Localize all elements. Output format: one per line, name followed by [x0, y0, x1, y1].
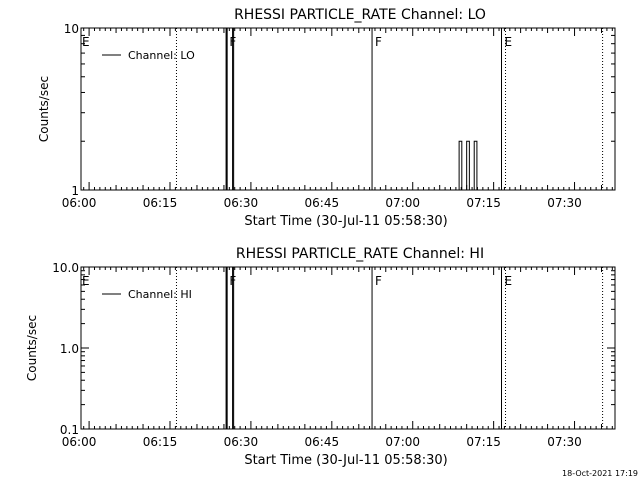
y-axis-label: Counts/sec [37, 76, 51, 142]
series-line [225, 27, 478, 191]
legend-label: Channel: HI [128, 288, 192, 301]
event-marker-label: E [82, 274, 90, 288]
event-marker-label: F [375, 274, 382, 288]
series-line [225, 266, 235, 430]
chart-title: RHESSI PARTICLE_RATE Channel: LO [234, 7, 486, 23]
footer-timestamp: 18-Oct-2021 17:19 [562, 469, 638, 478]
x-tick-label: 06:30 [224, 435, 259, 449]
panel-hi: RHESSI PARTICLE_RATE Channel: HI 0.1 1.0 10… [25, 246, 616, 468]
y-tick-label: 10 [64, 22, 79, 36]
x-tick-label: 06:45 [305, 435, 340, 449]
event-marker-label: E [505, 35, 513, 49]
y-axis-label: Counts/sec [25, 315, 39, 381]
event-marker-label: F [375, 35, 382, 49]
x-tick-label: 06:00 [62, 196, 97, 210]
x-tick-label: 06:15 [143, 435, 178, 449]
x-tick-label: 06:15 [143, 196, 178, 210]
legend-label: Channel: LO [128, 49, 195, 62]
x-tick-label: 06:30 [224, 196, 259, 210]
chart-title: RHESSI PARTICLE_RATE Channel: HI [236, 246, 484, 262]
y-tick-label: 10.0 [52, 261, 79, 275]
x-tick-label: 06:45 [305, 196, 340, 210]
x-tick-label: 06:00 [62, 435, 97, 449]
y-tick-label: 1 [71, 184, 79, 198]
event-marker-label: E [505, 274, 513, 288]
x-axis-label: Start Time (30-Jul-11 05:58:30) [244, 214, 447, 229]
y-tick-label: 0.1 [60, 423, 79, 437]
x-tick-label: 07:15 [466, 196, 501, 210]
y-tick-label: 1.0 [60, 342, 79, 356]
x-tick-label: 07:30 [547, 435, 582, 449]
panel-lo: RHESSI PARTICLE_RATE Channel: LO 1 10 06:00… [37, 7, 616, 229]
event-marker-label: E [82, 35, 90, 49]
x-axis-label: Start Time (30-Jul-11 05:58:30) [244, 453, 447, 468]
x-tick-label: 07:00 [385, 196, 420, 210]
x-tick-label: 07:30 [547, 196, 582, 210]
x-tick-label: 07:15 [466, 435, 501, 449]
x-tick-label: 07:00 [385, 435, 420, 449]
